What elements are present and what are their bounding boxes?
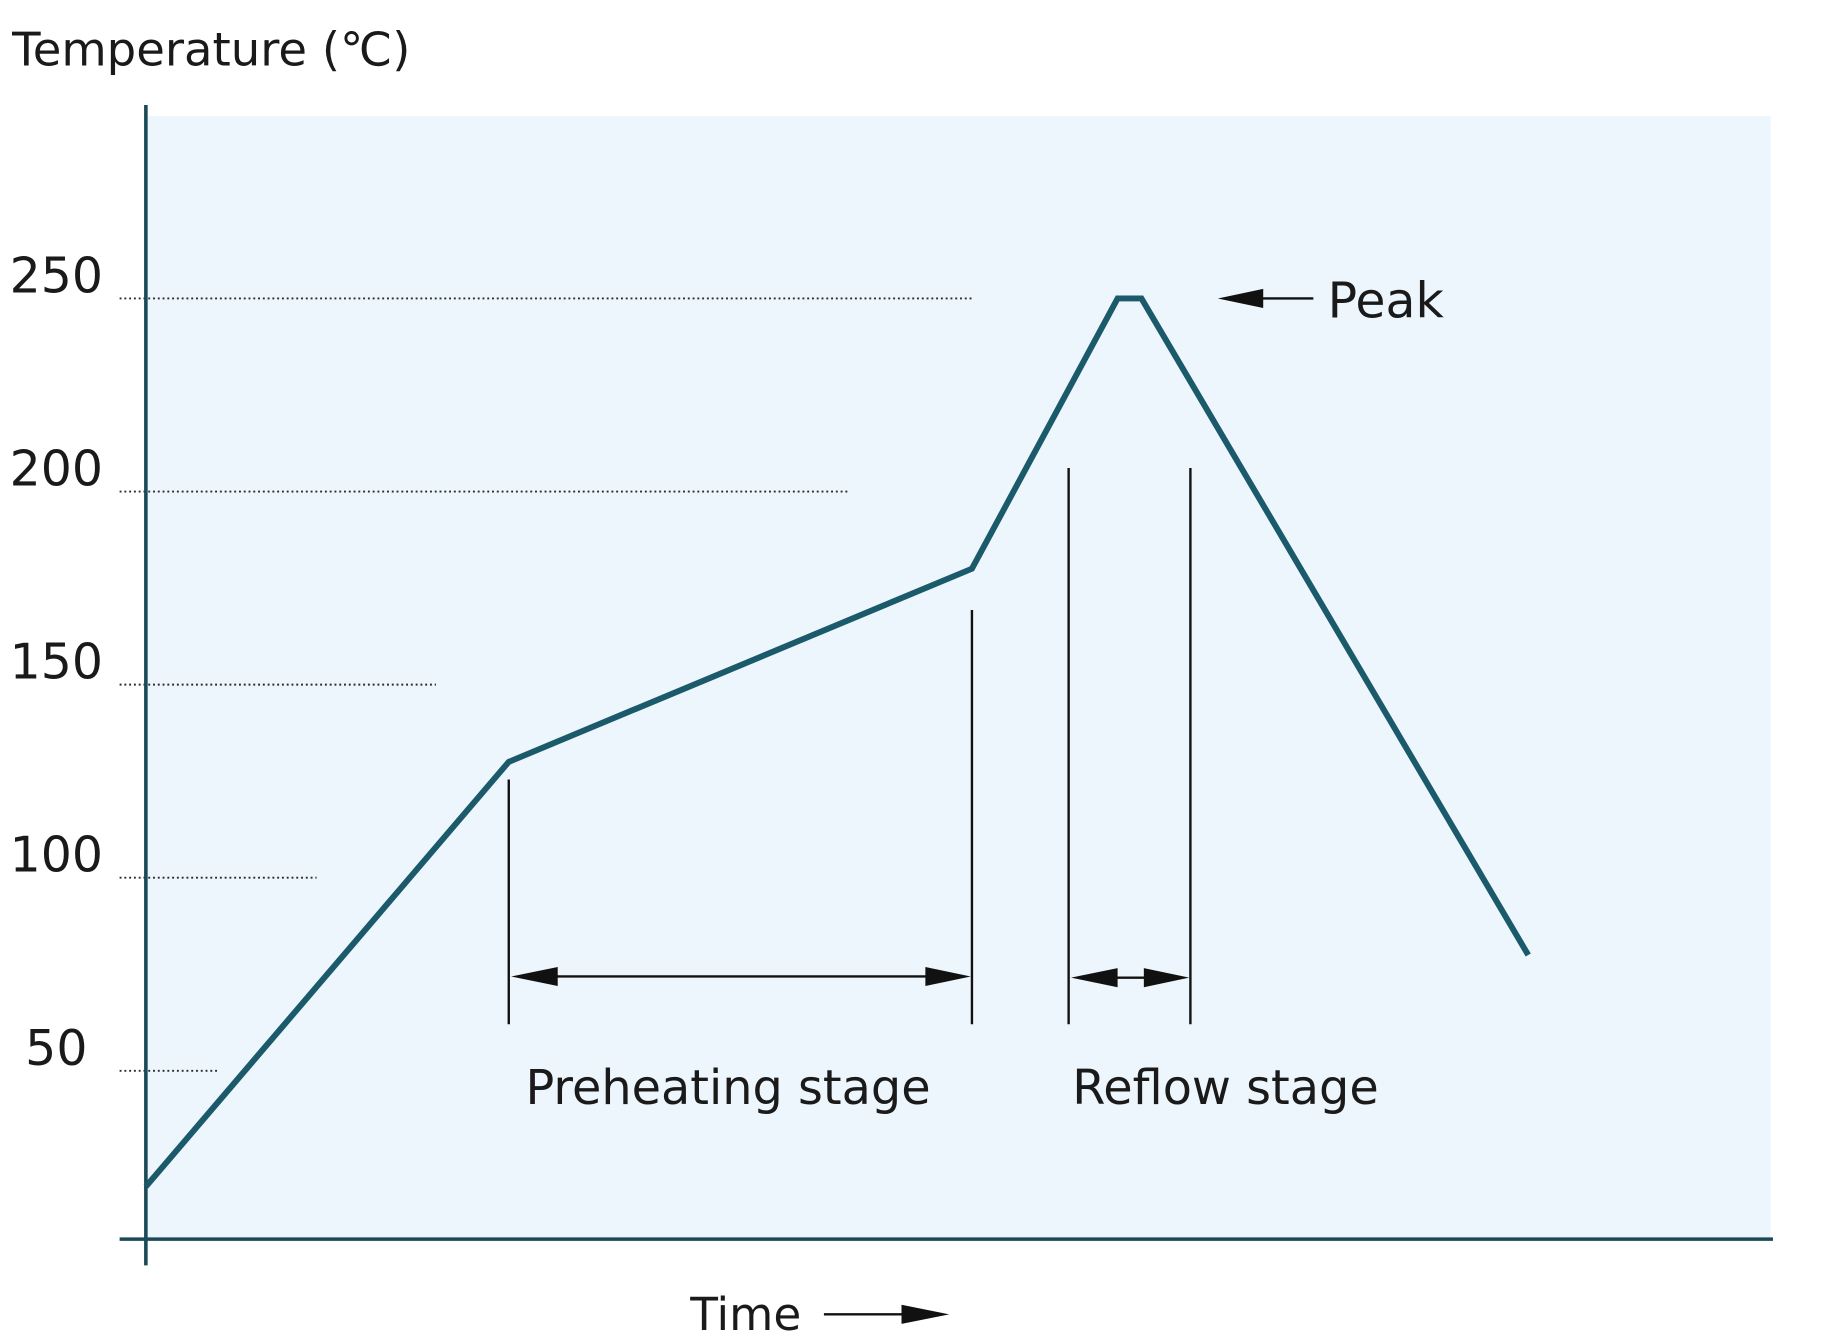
peak-label: Peak: [1328, 273, 1445, 330]
arrowhead-right: [1143, 968, 1190, 988]
arrowhead-right: [925, 966, 971, 987]
y-tick-label-250: 250: [10, 247, 103, 304]
arrow-left-icon: [1217, 288, 1314, 308]
reflow-span-double-arrow-icon: [1071, 968, 1190, 988]
preheating-stage-bracket: Preheating stage: [507, 610, 974, 1116]
y-tick-label-150: 150: [10, 634, 103, 691]
arrowhead-left: [1071, 968, 1118, 988]
y-tick-label-200: 200: [10, 441, 103, 498]
peak-pointer-head: [1217, 288, 1264, 308]
peak-annotation: Peak: [1217, 273, 1445, 330]
y-tick-label-100: 100: [10, 827, 103, 884]
preheating-stage-label: Preheating stage: [525, 1061, 930, 1116]
reference-lines: [119, 297, 974, 1072]
y-axis-label: Temperature (℃): [11, 23, 410, 77]
time-arrow-head: [901, 1304, 950, 1324]
arrowhead-left: [511, 966, 558, 987]
arrow-right-icon: [823, 1304, 950, 1324]
y-tick-label-50: 50: [25, 1020, 87, 1077]
preheating-span-double-arrow-icon: [511, 966, 971, 987]
y-tick-labels: 50 100 150 200 250: [10, 247, 103, 1076]
temperature-profile-line: [143, 295, 1531, 1189]
x-axis-label: Time: [689, 1288, 801, 1337]
reflow-stage-label: Reflow stage: [1072, 1061, 1378, 1116]
plot-background: [145, 115, 1771, 1240]
reflow-stage-bracket: Reflow stage: [1067, 467, 1379, 1116]
x-axis-title: Time: [689, 1288, 950, 1337]
